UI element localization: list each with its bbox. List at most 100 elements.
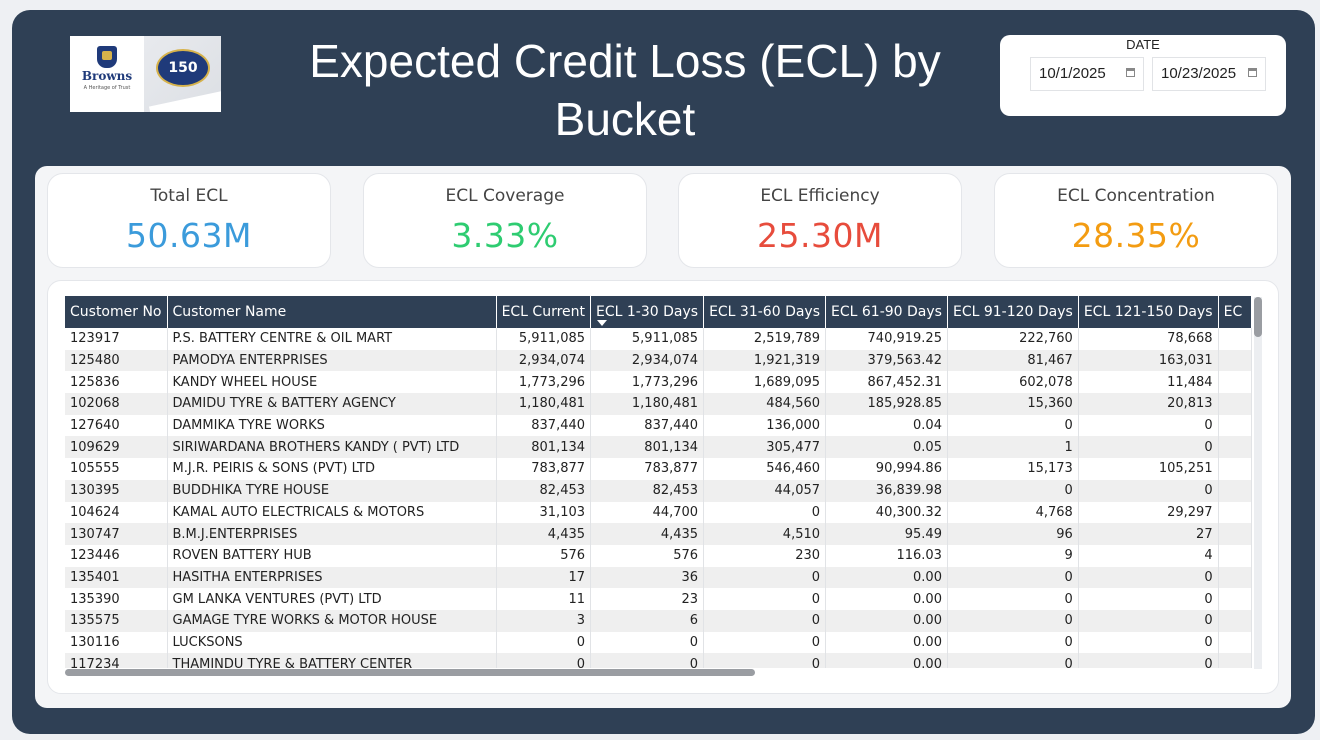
table-cell: 2,934,074: [496, 349, 592, 372]
table-cell: [1218, 566, 1252, 589]
end-date-input[interactable]: 10/23/2025: [1152, 57, 1266, 91]
table-cell: [1218, 653, 1252, 668]
table-cell: 0: [590, 631, 705, 654]
table-cell: 82,453: [590, 479, 705, 502]
table-cell: KAMAL AUTO ELECTRICALS & MOTORS: [167, 501, 497, 524]
table-cell: 602,078: [947, 371, 1079, 394]
table-row[interactable]: 125480 PAMODYA ENTERPRISES 2,934,074 2,934,…: [65, 349, 1252, 372]
table-cell: 20,813: [1078, 393, 1219, 415]
table-row[interactable]: 135390 GM LANKA VENTURES (PVT) LTD 11 23 0 0.…: [65, 588, 1252, 610]
table-cell: 0: [1078, 436, 1219, 459]
table-cell: [1218, 371, 1252, 394]
table-cell: 185,928.85: [825, 393, 948, 415]
table-cell: 163,031: [1078, 349, 1219, 372]
column-header-ecl-1-30[interactable]: ECL 1-30 Days: [590, 296, 705, 328]
table-cell: 0.05: [825, 436, 948, 459]
column-header-customer-no[interactable]: Customer No: [65, 296, 168, 328]
table-cell: GM LANKA VENTURES (PVT) LTD: [167, 588, 497, 610]
table-row[interactable]: 104624 KAMAL AUTO ELECTRICALS & MOTORS 31,…: [65, 501, 1252, 524]
content-panel: Total ECL 50.63M ECL Coverage 3.33% ECL …: [35, 166, 1291, 708]
table-cell: 230: [703, 544, 827, 567]
table-cell: 2,519,789: [703, 328, 827, 350]
table-cell: 135575: [65, 609, 168, 632]
table-cell: THAMINDU TYRE & BATTERY CENTER: [167, 653, 497, 668]
table-cell: 0.00: [825, 566, 948, 589]
horizontal-scroll-thumb[interactable]: [65, 669, 755, 676]
table-cell: 0: [703, 501, 827, 524]
table-cell: 801,134: [496, 436, 592, 459]
column-header-customer-name[interactable]: Customer Name: [167, 296, 497, 328]
table-row[interactable]: 117234 THAMINDU TYRE & BATTERY CENTER 0 0 0 0…: [65, 653, 1252, 668]
table-row[interactable]: 125836 KANDY WHEEL HOUSE 1,773,296 1,773,29…: [65, 371, 1252, 394]
table-cell: 135390: [65, 588, 168, 610]
table-cell: 546,460: [703, 458, 827, 480]
table-cell: 82,453: [496, 479, 592, 502]
column-header-ecl-31-60[interactable]: ECL 31-60 Days: [703, 296, 827, 328]
kpi-value: 50.63M: [126, 216, 252, 255]
table-row[interactable]: 105555 M.J.R. PEIRIS & SONS (PVT) LTD 783,…: [65, 458, 1252, 480]
table-cell: 740,919.25: [825, 328, 948, 350]
anniversary-logo: 150: [144, 36, 221, 112]
horizontal-scrollbar[interactable]: [65, 669, 1252, 677]
table-cell: 0: [496, 653, 592, 668]
vertical-scroll-thumb[interactable]: [1254, 297, 1262, 337]
table-cell: [1218, 436, 1252, 459]
table-cell: 0: [947, 414, 1079, 437]
table-row[interactable]: 109629 SIRIWARDANA BROTHERS KANDY ( PVT) …: [65, 436, 1252, 459]
table-cell: 0: [1078, 631, 1219, 654]
crest-icon: [97, 46, 117, 68]
calendar-icon[interactable]: [1126, 68, 1135, 77]
table-cell: 0: [703, 631, 827, 654]
table-cell: 379,563.42: [825, 349, 948, 372]
table-cell: HASITHA ENTERPRISES: [167, 566, 497, 589]
table-row[interactable]: 130116 LUCKSONS 0 0 0 0.00 0 0: [65, 631, 1252, 654]
table-cell: 0: [703, 653, 827, 668]
table-cell: PAMODYA ENTERPRISES: [167, 349, 497, 372]
table-cell: 5,911,085: [590, 328, 705, 350]
sort-descending-icon: [597, 320, 608, 326]
vertical-scrollbar[interactable]: [1254, 297, 1262, 669]
table-cell: 105,251: [1078, 458, 1219, 480]
logo-brand: Browns: [81, 69, 133, 83]
table-cell: 837,440: [590, 414, 705, 437]
table-cell: 36: [590, 566, 705, 589]
ecl-table[interactable]: Customer No Customer Name ECL Current EC…: [65, 296, 1252, 668]
kpi-value: 28.35%: [1071, 216, 1201, 255]
column-header-ecl-current[interactable]: ECL Current: [496, 296, 592, 328]
table-cell: 0.04: [825, 414, 948, 437]
table-cell: 23: [590, 588, 705, 610]
table-cell: 11: [496, 588, 592, 610]
table-cell: 5,911,085: [496, 328, 592, 350]
logo-tagline: A Heritage of Trust: [83, 85, 131, 91]
table-row[interactable]: 135575 GAMAGE TYRE WORKS & MOTOR HOUSE 3 6 0…: [65, 609, 1252, 632]
calendar-icon[interactable]: [1248, 68, 1257, 77]
table-row[interactable]: 123446 ROVEN BATTERY HUB 576 576 230 116.03 9 4: [65, 544, 1252, 567]
table-cell: 78,668: [1078, 328, 1219, 350]
table-cell: KANDY WHEEL HOUSE: [167, 371, 497, 394]
table-row[interactable]: 123917 P.S. BATTERY CENTRE & OIL MART 5,91…: [65, 328, 1252, 350]
column-header-ecl-121-150[interactable]: ECL 121-150 Days: [1078, 296, 1219, 328]
table-cell: BUDDHIKA TYRE HOUSE: [167, 479, 497, 502]
column-header-ecl-91-120[interactable]: ECL 91-120 Days: [947, 296, 1079, 328]
table-cell: 130747: [65, 523, 168, 545]
date-slicer-label: DATE: [1126, 37, 1160, 52]
start-date-input[interactable]: 10/1/2025: [1030, 57, 1144, 91]
table-row[interactable]: 130747 B.M.J.ENTERPRISES 4,435 4,435 4,510 95…: [65, 523, 1252, 545]
table-cell: LUCKSONS: [167, 631, 497, 654]
date-slicer: DATE 10/1/2025 10/23/2025: [1000, 35, 1286, 116]
table-cell: 783,877: [496, 458, 592, 480]
kpi-value: 3.33%: [451, 216, 559, 255]
table-cell: 305,477: [703, 436, 827, 459]
column-header-ecl-61-90[interactable]: ECL 61-90 Days: [825, 296, 948, 328]
table-cell: 0: [1078, 609, 1219, 632]
column-header-truncated[interactable]: EC: [1218, 296, 1252, 328]
table-cell: DAMIDU TYRE & BATTERY AGENCY: [167, 393, 497, 415]
table-row[interactable]: 130395 BUDDHIKA TYRE HOUSE 82,453 82,453 44,…: [65, 479, 1252, 502]
table-row[interactable]: 135401 HASITHA ENTERPRISES 17 36 0 0.00 0 0: [65, 566, 1252, 589]
table-row[interactable]: 102068 DAMIDU TYRE & BATTERY AGENCY 1,180,…: [65, 393, 1252, 415]
table-cell: [1218, 458, 1252, 480]
table-row[interactable]: 127640 DAMMIKA TYRE WORKS 837,440 837,440 13…: [65, 414, 1252, 437]
table-cell: 135401: [65, 566, 168, 589]
table-cell: 117234: [65, 653, 168, 668]
table-cell: 102068: [65, 393, 168, 415]
